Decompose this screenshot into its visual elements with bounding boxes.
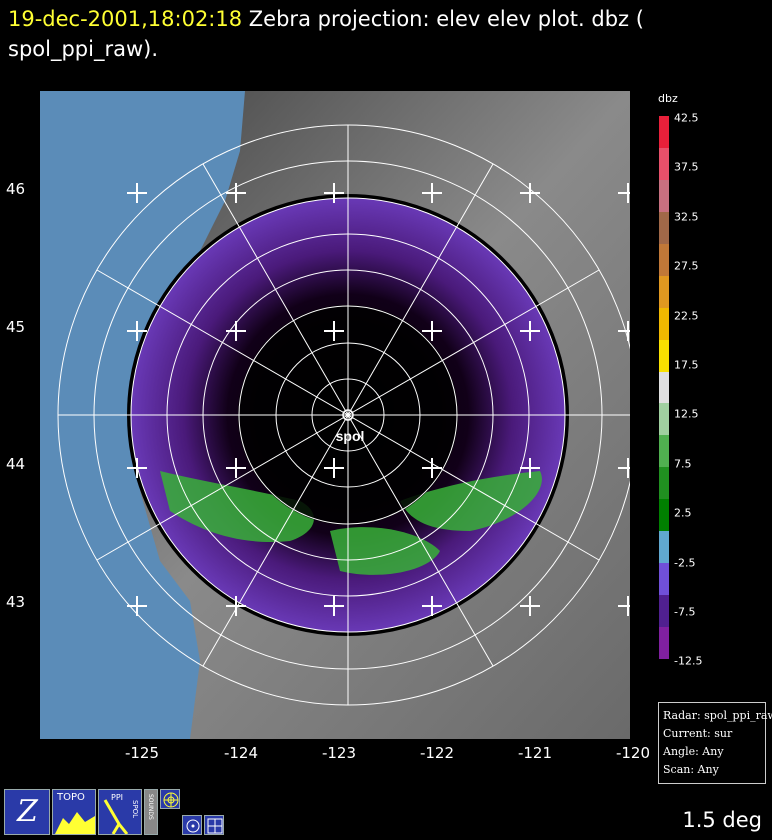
colorbar-segment	[659, 371, 669, 404]
info-scan: Scan: Any	[663, 763, 719, 776]
title-line2: spol_ppi_raw).	[8, 37, 158, 61]
info-current: Current: sur	[663, 727, 733, 740]
topo-icon[interactable]: TOPO	[52, 789, 96, 835]
colorbar-label: -2.5	[674, 556, 696, 570]
colorbar-label: 7.5	[674, 457, 692, 471]
colorbar-segment	[659, 563, 669, 596]
lat-label: 46	[6, 180, 26, 198]
radar-site-label: spol	[336, 428, 365, 444]
colorbar-label: 2.5	[674, 506, 692, 520]
colorbar-segment	[659, 531, 669, 564]
colorbar-segment	[659, 403, 669, 436]
radar-plot-area[interactable]: spol	[40, 91, 630, 739]
lon-label: -121	[517, 744, 553, 762]
sounds-icon[interactable]: SOUNDS	[144, 789, 158, 835]
target-icon[interactable]	[182, 815, 202, 835]
radar-info-box: Radar: spol_ppi_raw Current: sur Angle: …	[658, 702, 772, 784]
colorbar-segment	[659, 595, 669, 627]
title-description: Zebra projection: elev elev plot. dbz (	[248, 7, 644, 31]
lon-label: -124	[223, 744, 259, 762]
grid-icon[interactable]	[204, 815, 224, 835]
title-timestamp: 19-dec-2001,18:02:18	[8, 7, 243, 31]
colorbar-segment	[659, 499, 669, 532]
colorbar-segment	[659, 339, 669, 372]
icon-toolbar: Z TOPO PPI SPOL SOUNDS	[4, 789, 224, 835]
radar-map-svg: spol	[40, 91, 630, 739]
info-angle: Angle: Any	[663, 745, 724, 758]
colorbar-label: 27.5	[674, 259, 699, 273]
colorbar-label: 22.5	[674, 309, 699, 323]
elevation-angle-readout: 1.5 deg	[682, 808, 762, 832]
colorbar-label: -12.5	[674, 654, 703, 668]
azimuth-spokes	[58, 125, 630, 705]
colorbar-segment	[659, 147, 669, 180]
info-radar: Radar: spol_ppi_raw	[663, 709, 772, 722]
lon-label: -120	[615, 744, 651, 762]
colorbar-label: 42.5	[674, 111, 699, 125]
echo-band-east	[400, 471, 542, 531]
zebra-icon[interactable]: Z	[4, 789, 50, 835]
colorbar-title: dbz	[658, 92, 678, 105]
colorbar-segment	[659, 275, 669, 308]
colorbar-segment	[659, 435, 669, 468]
latlon-grid-markers	[127, 183, 630, 616]
colorbar-segment	[659, 627, 669, 659]
colorbar-label: 12.5	[674, 407, 699, 421]
colorbar-segment	[659, 116, 669, 148]
colorbar-label: 37.5	[674, 160, 699, 174]
lat-label: 45	[6, 318, 26, 336]
colorbar-segment	[659, 243, 669, 276]
colorbar-segment	[659, 467, 669, 500]
lon-label: -125	[124, 744, 160, 762]
radar-scope-icon[interactable]	[160, 789, 180, 809]
colorbar-segment	[659, 307, 669, 340]
lon-label: -122	[419, 744, 455, 762]
ppi-spol-icon[interactable]: PPI SPOL	[98, 789, 142, 835]
lon-label: -123	[321, 744, 357, 762]
colorbar-label: 32.5	[674, 210, 699, 224]
colorbar-segment	[659, 211, 669, 244]
colorbar	[659, 116, 669, 659]
colorbar-label: -7.5	[674, 605, 696, 619]
colorbar-label: 17.5	[674, 358, 699, 372]
lat-label: 43	[6, 593, 26, 611]
radar-location-marker	[342, 409, 354, 421]
echo-band-west	[160, 471, 314, 542]
colorbar-segment	[659, 179, 669, 212]
plot-title: 19-dec-2001,18:02:18 Zebra projection: e…	[8, 4, 708, 64]
lat-label: 44	[6, 455, 26, 473]
echo-band-south	[330, 527, 440, 575]
